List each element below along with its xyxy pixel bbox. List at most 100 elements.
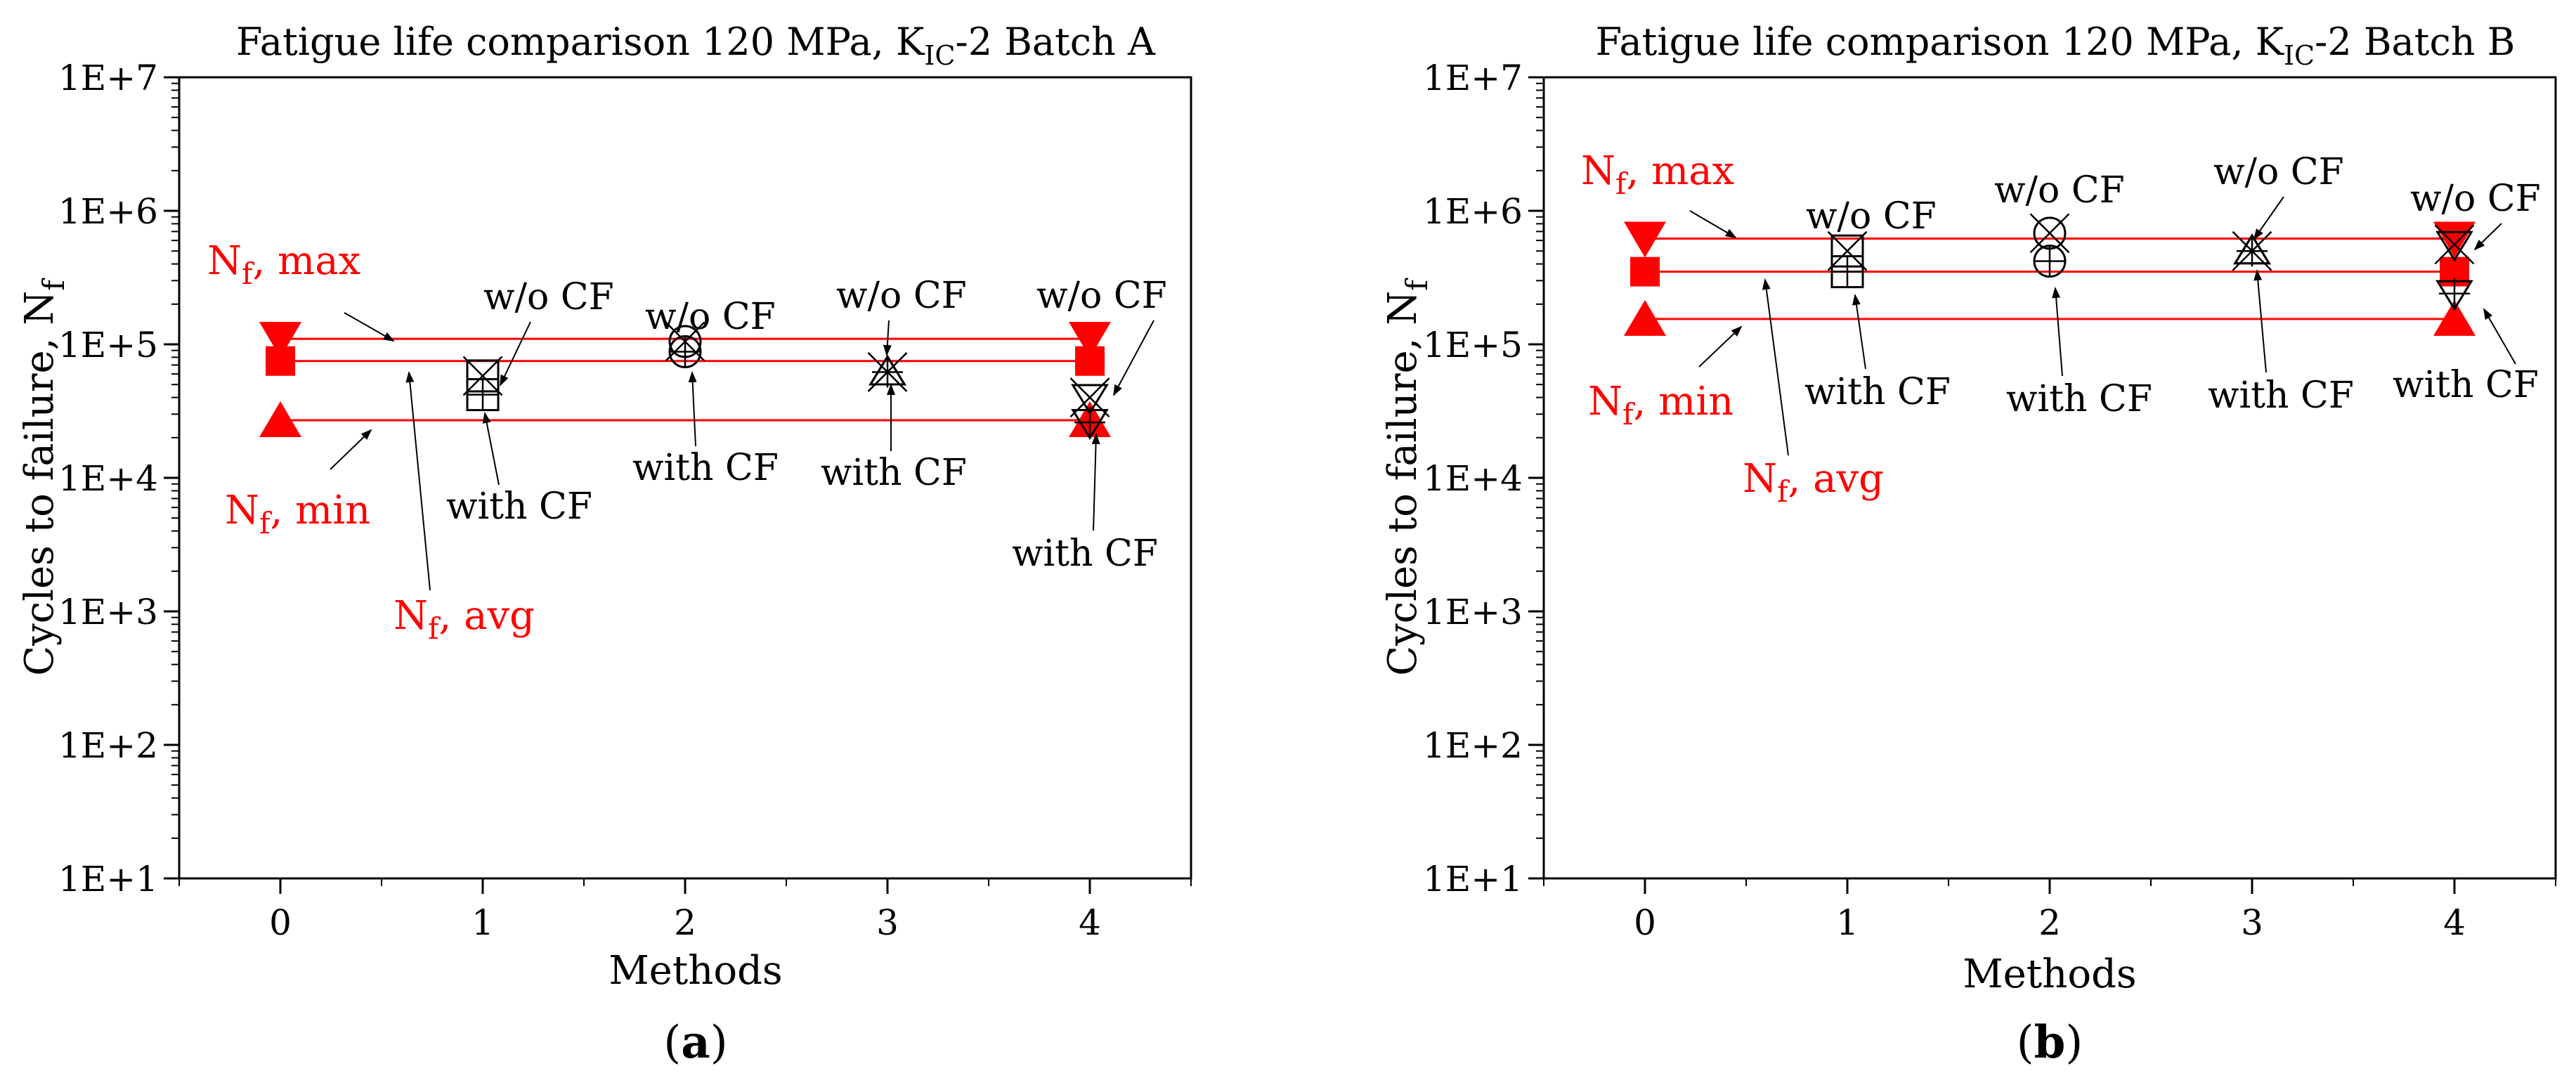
marker-with-cf-b-1-plus (1832, 256, 1863, 287)
annotation-nf-min-a: Nf, min (225, 429, 372, 540)
marker-nf-max-a (1069, 322, 1111, 358)
markers-a (259, 321, 1111, 441)
with-cf-arrow-a-2 (688, 371, 697, 447)
wo-cf-label-a-4: w/o CF (1036, 275, 1167, 317)
y-tick-label-b: 1E+2 (1423, 725, 1523, 766)
marker-nf-min-b (1624, 299, 1666, 336)
x-tick-label-a: 2 (674, 902, 696, 943)
marker-with-cf-b-4-plus (2439, 278, 2470, 309)
y-tick-label-a: 1E+1 (58, 859, 158, 899)
y-tick-label-b: 1E+5 (1423, 325, 1523, 365)
marker-wo-cf-b-4-cross (2434, 224, 2475, 265)
marker-with-cf-a-2 (668, 335, 702, 369)
nf-max-arrow-b (1689, 210, 1737, 239)
marker-with-cf-b-2-plus (2034, 245, 2065, 277)
wo-cf-label-a-1: w/o CF (483, 276, 614, 318)
marker-with-cf-a-2-plus (670, 336, 701, 368)
markers-b (1624, 213, 2476, 336)
y-axis-label-a: Cycles to failure, Nf (17, 278, 71, 676)
wo-cf-arrow-b-4 (2473, 223, 2502, 251)
panel-a: Fatigue life comparison 120 MPa, KIC-2 B… (17, 20, 1192, 1069)
nf-avg-arrow-a (405, 371, 431, 591)
x-tick-label-a: 4 (1079, 902, 1101, 943)
marker-with-cf-a-3-plus (872, 356, 903, 388)
wo-cf-arrow-a-1 (500, 321, 531, 386)
panel-b: Fatigue life comparison 120 MPa, KIC-2 B… (1380, 20, 2557, 1069)
with-cf-label-a-4: with CF (1012, 533, 1158, 575)
axes-a: 1E+1 1E+2 1E+3 1E+4 1E+5 1E+6 1E+7 0 1 2 3 4 (58, 58, 1192, 943)
marker-nf-max-b (2433, 221, 2476, 258)
axes-b: 1E+1 1E+2 1E+3 1E+4 1E+5 1E+6 1E+7 0 1 2 3 4 (1423, 58, 2556, 943)
y-tick-label-a: 1E+2 (58, 725, 158, 766)
with-cf-arrow-b-1 (1852, 294, 1866, 370)
x-tick-label-b: 2 (2038, 902, 2061, 943)
marker-with-cf-b-2 (2033, 245, 2067, 278)
marker-nf-avg-a (266, 346, 295, 376)
with-cf-label-b-1: with CF (1804, 371, 1951, 413)
annotation-nf-avg-a: Nf, avg (393, 371, 535, 646)
x-tick-label-b: 3 (2241, 902, 2263, 943)
y-tick-label-b: 1E+4 (1423, 458, 1523, 499)
nf-avg-label-a: Nf, avg (393, 593, 535, 646)
y-tick-label-a: 1E+4 (58, 458, 158, 499)
wo-cf-label-b-1: w/o CF (1806, 195, 1937, 238)
marker-nf-avg-a (1075, 346, 1105, 376)
x-tick-label-a: 3 (876, 902, 899, 943)
wo-cf-label-b-4: w/o CF (2410, 178, 2541, 220)
marker-with-cf-a-4-plus (1074, 407, 1105, 438)
marker-with-cf-b-4 (2435, 278, 2473, 311)
y-axis-label-b: Cycles to failure, Nf (1380, 278, 1434, 676)
with-cf-arrow-a-4 (1091, 433, 1100, 531)
wo-cf-arrow-b-3 (2253, 196, 2284, 240)
with-cf-label-a-1: with CF (446, 486, 592, 528)
marker-wo-cf-b-4 (2434, 224, 2475, 265)
x-tick-label-b: 4 (2443, 902, 2466, 943)
marker-with-cf-a-4 (1071, 407, 1109, 441)
wo-cf-arrow-a-3 (883, 320, 892, 356)
with-cf-label-b-2: with CF (2006, 378, 2152, 420)
y-tick-label-b: 1E+7 (1423, 58, 1523, 98)
annotation-nf-max-a: Nf, max (207, 238, 395, 342)
marker-nf-min-a (259, 401, 301, 438)
x-tick-label-a: 0 (269, 902, 292, 943)
y-tick-label-a: 1E+5 (58, 325, 158, 365)
x-axis-label-b: Methods (1963, 951, 2136, 997)
wo-cf-label-b-2: w/o CF (1994, 169, 2125, 212)
panel-label-a: (a) (663, 1016, 727, 1069)
nf-max-arrow-a (344, 312, 395, 342)
y-tick-label-a: 1E+3 (58, 592, 158, 632)
marker-wo-cf-a-4-shape (1071, 384, 1109, 415)
with-cf-label-a-3: with CF (821, 452, 967, 494)
with-cf-label-a-2: with CF (632, 447, 779, 489)
annotation-nf-avg-b: Nf, avg (1743, 278, 1884, 509)
marker-wo-cf-b-4-shape (2435, 230, 2473, 262)
wo-cf-label-a-3: w/o CF (836, 275, 967, 317)
marker-nf-min-b (2433, 299, 2476, 336)
panel-label-b: (b) (2017, 1016, 2083, 1069)
nf-min-label-b: Nf, min (1588, 379, 1733, 431)
nf-max-label-b: Nf, max (1581, 148, 1734, 201)
chart-title-b: Fatigue life comparison 120 MPa, KIC-2 B… (1596, 20, 2516, 71)
y-tick-label-b: 1E+3 (1423, 592, 1523, 632)
wo-cf-label-b-3: w/o CF (2213, 151, 2344, 193)
wo-cf-label-a-2: w/o CF (645, 296, 776, 338)
marker-wo-cf-b-2-cross (2029, 213, 2070, 254)
with-cf-label-b-4: with CF (2393, 364, 2539, 406)
y-tick-label-b: 1E+1 (1423, 859, 1523, 899)
nf-avg-arrow-b (1762, 278, 1789, 456)
marker-wo-cf-b-1-cross (1827, 230, 1868, 271)
x-axis-label-a: Methods (609, 948, 782, 994)
marker-wo-cf-a-1-cross (462, 356, 503, 396)
marker-nf-max-b (1624, 221, 1666, 258)
wo-cf-arrow-a-4 (1113, 320, 1154, 396)
x-tick-label-b: 0 (1634, 902, 1656, 943)
marker-with-cf-b-3-plus (2237, 235, 2268, 267)
with-cf-arrow-b-4 (2483, 308, 2516, 365)
annotation-nf-min-b: Nf, min (1588, 325, 1743, 431)
marker-with-cf-b-3 (2233, 233, 2271, 267)
nf-min-arrow-a (330, 429, 372, 470)
x-tick-label-b: 1 (1836, 902, 1859, 943)
nf-min-arrow-b (1698, 325, 1743, 368)
marker-wo-cf-a-1 (462, 356, 503, 396)
